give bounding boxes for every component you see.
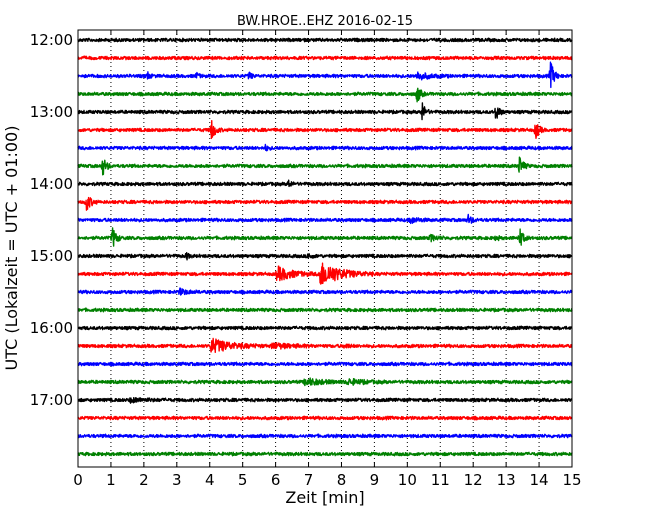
trace-line (77, 143, 573, 152)
trace-line (77, 325, 573, 331)
y-tick-label: 16:00 (30, 319, 73, 337)
y-axis: 12:00 13:00 14:00 15:00 16:00 17:00 (30, 31, 572, 409)
trace-line (77, 179, 573, 188)
trace-line (77, 396, 573, 404)
trace-line (77, 451, 573, 457)
trace-line (77, 37, 573, 43)
x-tick-label: 1 (106, 471, 116, 489)
y-tick-label: 15:00 (30, 247, 73, 265)
y-tick-label: 12:00 (30, 31, 73, 49)
y-tick-label: 17:00 (30, 391, 73, 409)
trace-line (77, 262, 573, 285)
y-axis-label: UTC (Lokalzeit = UTC + 01:00) (2, 126, 21, 371)
trace-line (77, 87, 573, 103)
trace-line (77, 307, 573, 313)
chart-title: BW.HROE..EHZ 2016-02-15 (237, 14, 413, 29)
x-tick-label: 3 (172, 471, 182, 489)
x-tick-label: 4 (205, 471, 215, 489)
x-tick-label: 10 (398, 471, 417, 489)
x-axis: 0 1 2 3 4 5 6 7 8 9 10 11 12 13 14 15 (73, 30, 582, 489)
x-tick-label: 13 (497, 471, 516, 489)
x-tick-label: 8 (337, 471, 347, 489)
trace-line (77, 251, 573, 261)
trace-line (77, 361, 573, 367)
plot-frame (77, 29, 573, 468)
vertical-grid (110, 30, 540, 467)
trace-line (77, 61, 573, 89)
trace-line (77, 227, 573, 247)
trace-line (77, 377, 573, 387)
y-tick-label: 14:00 (30, 175, 73, 193)
x-tick-label: 7 (304, 471, 314, 489)
x-tick-label: 9 (370, 471, 380, 489)
trace-line (77, 156, 573, 176)
trace-line (77, 102, 573, 121)
trace-lines (77, 37, 573, 457)
trace-line (77, 433, 573, 439)
y-tick-label: 13:00 (30, 103, 73, 121)
trace-line (77, 415, 573, 421)
x-tick-label: 14 (530, 471, 549, 489)
trace-line (77, 337, 573, 354)
x-tick-label: 5 (238, 471, 248, 489)
trace-line (77, 119, 573, 140)
trace-line (77, 196, 573, 211)
x-tick-label: 11 (431, 471, 450, 489)
x-tick-label: 6 (271, 471, 281, 489)
x-axis-label: Zeit [min] (285, 488, 364, 507)
trace-line (77, 213, 573, 225)
x-tick-label: 15 (562, 471, 581, 489)
x-tick-label: 0 (73, 471, 83, 489)
x-tick-label: 12 (464, 471, 483, 489)
trace-line (77, 55, 573, 61)
trace-line (77, 287, 573, 296)
x-tick-label: 2 (139, 471, 149, 489)
